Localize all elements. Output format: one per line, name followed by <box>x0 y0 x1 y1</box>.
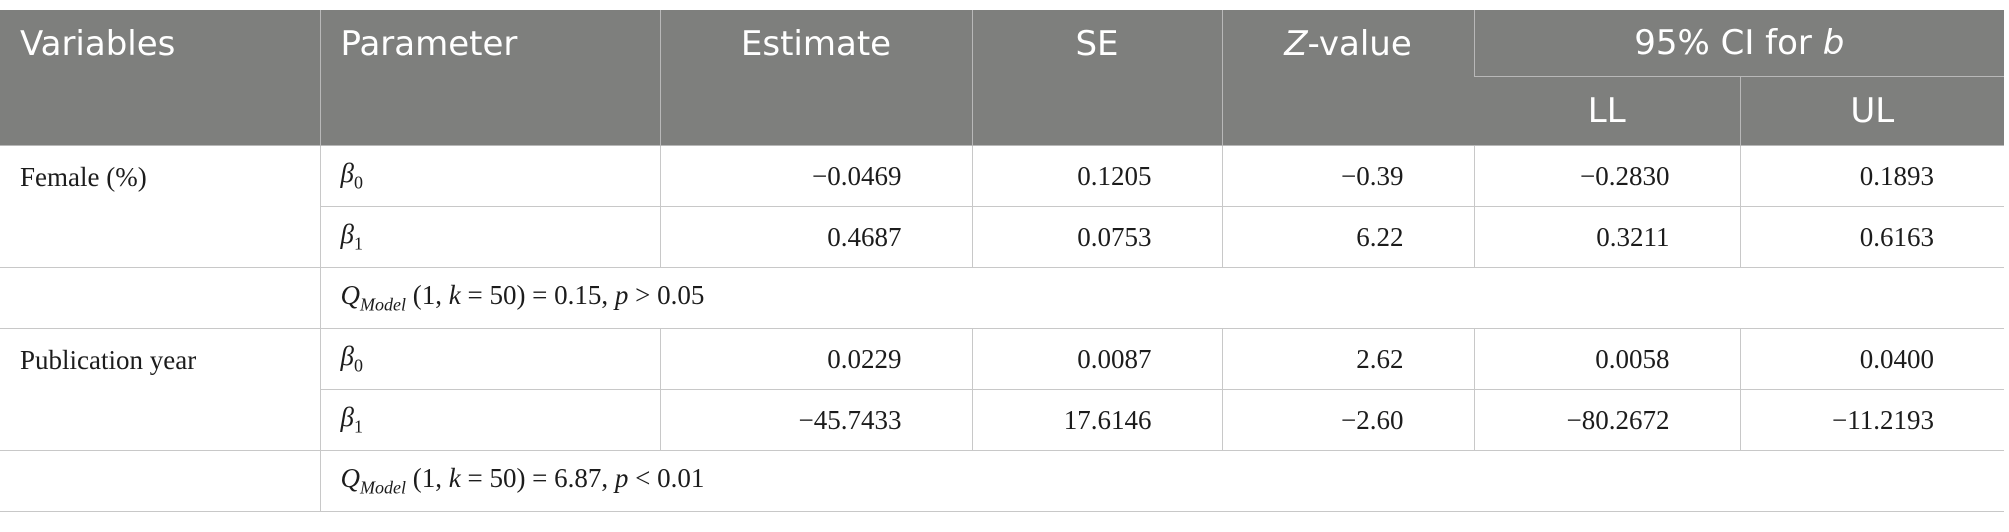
se-cell: 0.0087 <box>971 328 1223 390</box>
z-cell: −0.39 <box>1221 145 1475 207</box>
model-row-spacer <box>0 450 321 512</box>
ci-b: b <box>1822 23 1845 63</box>
header-ul: UL <box>1739 76 2005 146</box>
ll-cell: −0.2830 <box>1473 145 1741 207</box>
model-statistic: QModel (1, k = 50) = 6.87, p < 0.01 <box>319 450 2005 512</box>
ul-cell: −11.2193 <box>1739 389 2005 451</box>
table-row: Publication year β0 0.0229 0.0087 2.62 0… <box>0 328 2005 451</box>
ul-cell: 0.6163 <box>1739 206 2005 268</box>
se-cell: 17.6146 <box>971 389 1223 451</box>
header-ci: 95% CI for b <box>1473 10 2005 77</box>
z-letter: Z <box>1284 24 1308 64</box>
header-parameter: Parameter <box>319 10 660 146</box>
header-z-value: Z-value <box>1221 10 1474 146</box>
parameter-cell: β1 <box>320 389 661 451</box>
table-row: β1 −45.7433 17.6146 −2.60 −80.2672 −11.2… <box>0 389 2005 451</box>
table-row: β1 0.4687 0.0753 6.22 0.3211 0.6163 <box>0 206 2005 268</box>
parameter-cell: β0 <box>319 328 661 390</box>
estimate-cell: 0.0229 <box>659 328 973 390</box>
ul-cell: 0.1893 <box>1739 145 2005 207</box>
se-cell: 0.1205 <box>971 145 1223 207</box>
model-row: QModel (1, k = 50) = 6.87, p < 0.01 <box>0 450 2005 512</box>
header-variables: Variables <box>0 10 320 146</box>
variable-cell: Female (%) <box>0 145 321 268</box>
z-cell: 2.62 <box>1221 328 1475 390</box>
header-estimate: Estimate <box>659 10 972 146</box>
ci-text: 95% CI for <box>1634 23 1823 63</box>
header-se: SE <box>971 10 1222 146</box>
estimate-cell: −45.7433 <box>659 389 973 451</box>
ll-cell: 0.3211 <box>1473 206 1741 268</box>
model-row: QModel (1, k = 50) = 0.15, p > 0.05 <box>0 267 2005 329</box>
header-ll: LL <box>1474 76 1740 146</box>
ll-cell: 0.0058 <box>1473 328 1741 390</box>
ul-cell: 0.0400 <box>1739 328 2005 390</box>
variable-cell: Publication year <box>0 328 321 451</box>
model-statistic: QModel (1, k = 50) = 0.15, p > 0.05 <box>319 267 2005 329</box>
estimate-cell: −0.0469 <box>659 145 973 207</box>
ll-cell: −80.2672 <box>1473 389 1741 451</box>
z-cell: −2.60 <box>1221 389 1475 451</box>
estimate-cell: 0.4687 <box>659 206 973 268</box>
table-row: Female (%) β0 −0.0469 0.1205 −0.39 −0.28… <box>0 145 2005 268</box>
z-rest: -value <box>1307 24 1412 64</box>
parameter-cell: β0 <box>319 145 661 207</box>
header-row: Variables Parameter Estimate SE Z-value … <box>0 10 2005 146</box>
se-cell: 0.0753 <box>971 206 1223 268</box>
model-row-spacer <box>0 267 321 329</box>
parameter-cell: β1 <box>320 206 661 268</box>
meta-regression-table: Variables Parameter Estimate SE Z-value … <box>0 10 2005 512</box>
z-cell: 6.22 <box>1221 206 1475 268</box>
